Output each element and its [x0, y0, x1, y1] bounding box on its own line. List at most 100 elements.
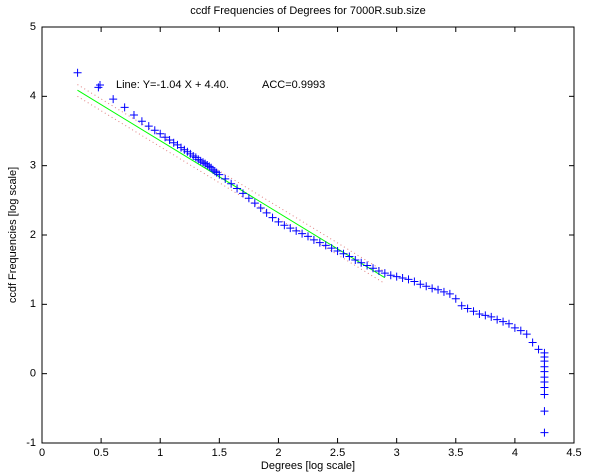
x-tick-label: 2	[275, 447, 281, 459]
y-axis-label: ccdf Frequencies [log scale]	[7, 167, 19, 303]
data-point	[392, 272, 401, 281]
data-point	[109, 95, 118, 104]
data-point	[493, 315, 502, 324]
legend-text: Line: Y=-1.04 X + 4.40.	[116, 79, 229, 91]
data-point	[137, 117, 146, 126]
data-point	[169, 138, 178, 147]
y-tick-label: 0	[30, 368, 36, 380]
data-point	[540, 390, 549, 399]
data-point	[457, 301, 466, 310]
data-point	[540, 383, 549, 392]
x-tick-label: 3	[394, 447, 400, 459]
data-point	[369, 264, 378, 273]
data-point	[233, 184, 242, 193]
data-point	[274, 217, 283, 226]
data-point	[439, 287, 448, 296]
data-point	[374, 267, 383, 276]
data-point	[238, 189, 247, 198]
data-point	[510, 323, 519, 332]
data-point	[357, 258, 366, 267]
y-tick-label: 1	[30, 298, 36, 310]
data-point	[469, 307, 478, 316]
data-point	[227, 179, 236, 188]
data-point	[286, 224, 295, 233]
data-point	[445, 289, 454, 298]
data-point	[94, 83, 103, 92]
data-point	[177, 143, 186, 152]
data-point	[351, 255, 360, 264]
data-point	[345, 252, 354, 261]
data-point	[73, 68, 82, 77]
data-point	[404, 275, 413, 284]
data-point	[129, 111, 138, 120]
data-point	[516, 326, 525, 335]
data-point	[451, 294, 460, 303]
x-tick-label: 2.5	[330, 447, 345, 459]
data-point	[315, 238, 324, 247]
x-tick-label: 1	[157, 447, 163, 459]
data-point	[268, 213, 277, 222]
x-tick-label: 0	[39, 447, 45, 459]
data-point	[244, 194, 253, 203]
x-tick-label: 3.5	[448, 447, 463, 459]
data-point	[386, 271, 395, 280]
data-point	[428, 284, 437, 293]
data-point	[256, 203, 265, 212]
data-point	[292, 226, 301, 235]
data-point	[475, 310, 484, 319]
data-point	[120, 103, 129, 112]
data-point	[422, 282, 431, 291]
legend-text: ACC=0.9993	[262, 79, 325, 91]
data-point	[540, 428, 549, 437]
data-point	[262, 208, 271, 217]
y-tick-label: 4	[30, 90, 36, 102]
data-point	[161, 133, 170, 142]
data-point	[363, 261, 372, 270]
data-point	[380, 269, 389, 278]
data-point	[201, 159, 210, 168]
x-tick-label: 4.5	[566, 447, 581, 459]
data-point	[207, 163, 216, 172]
data-point	[410, 277, 419, 286]
data-point	[499, 317, 508, 326]
x-axis-label: Degrees [log scale]	[261, 460, 355, 472]
data-point	[416, 280, 425, 289]
data-point	[321, 241, 330, 250]
data-point	[434, 285, 443, 294]
x-tick-label: 1.5	[212, 447, 227, 459]
data-point	[250, 199, 259, 208]
data-point	[199, 158, 208, 167]
data-point	[304, 232, 312, 241]
y-tick-label: -1	[26, 437, 36, 449]
data-point	[534, 345, 543, 354]
x-tick-label: 0.5	[93, 447, 108, 459]
data-point	[487, 312, 496, 321]
data-point	[309, 235, 318, 244]
data-point	[339, 249, 348, 258]
data-point	[221, 174, 230, 183]
data-point	[298, 229, 307, 238]
data-point	[333, 246, 342, 255]
chart-title: ccdf Frequencies of Degrees for 7000R.su…	[190, 5, 425, 17]
data-point	[156, 129, 165, 138]
data-point	[398, 273, 407, 282]
data-point	[215, 170, 224, 179]
data-point	[210, 167, 219, 176]
x-tick-label: 4	[512, 447, 518, 459]
data-point	[504, 319, 513, 328]
y-tick-label: 3	[30, 160, 36, 172]
data-point	[327, 244, 336, 253]
y-tick-label: 2	[30, 229, 36, 241]
data-point	[144, 122, 153, 131]
data-point	[528, 338, 537, 347]
data-point	[150, 126, 159, 135]
data-point	[522, 330, 531, 339]
data-point	[280, 221, 289, 230]
data-point	[205, 162, 214, 171]
y-tick-label: 5	[30, 21, 36, 33]
data-point	[463, 304, 472, 313]
data-point	[540, 407, 549, 416]
data-point	[481, 311, 490, 320]
